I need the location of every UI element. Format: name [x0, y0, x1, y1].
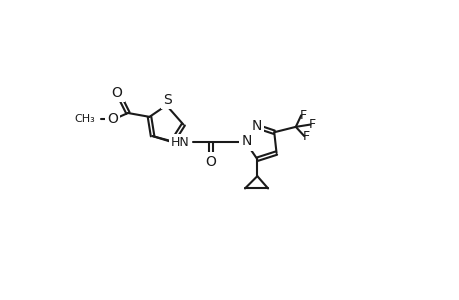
- Text: S: S: [162, 93, 171, 107]
- Text: O: O: [107, 112, 118, 126]
- Text: F: F: [308, 118, 316, 131]
- Text: N: N: [241, 134, 251, 148]
- Text: CH₃: CH₃: [74, 114, 95, 124]
- Text: F: F: [299, 109, 307, 122]
- Text: F: F: [302, 130, 309, 142]
- Text: O: O: [205, 154, 216, 169]
- Text: HN: HN: [171, 136, 189, 149]
- Text: N: N: [251, 119, 261, 133]
- Text: O: O: [112, 86, 123, 100]
